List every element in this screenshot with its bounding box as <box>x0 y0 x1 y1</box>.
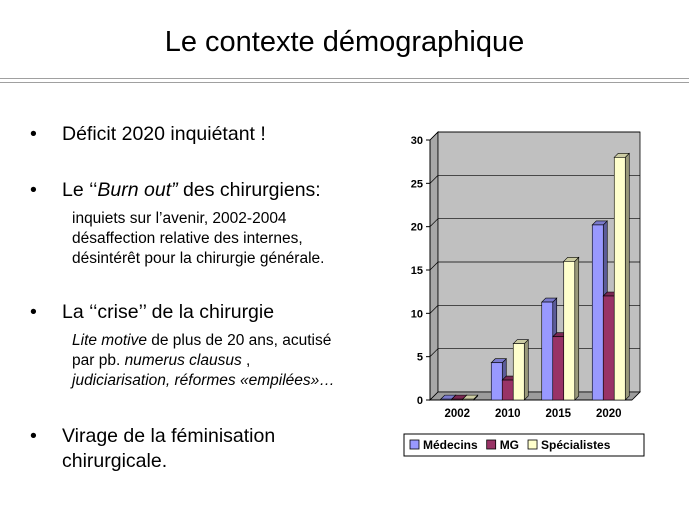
bullet-mark: • <box>30 123 37 145</box>
bullet-mark: • <box>30 179 37 201</box>
crise-detail-3-em: judiciarisation, réformes «empilées»… <box>72 372 335 389</box>
burnout-detail-1: inquiets sur l’avenir, 2002-2004 <box>72 210 287 227</box>
title-divider-bottom <box>0 82 689 83</box>
bar-spécialistes-2020 <box>613 152 630 401</box>
burnout-pre: Le ‘‘ <box>62 179 98 201</box>
bar-front <box>541 301 554 401</box>
crise-detail-2-pre: par pb. <box>72 352 125 369</box>
bar-spécialistes-2002 <box>462 394 479 401</box>
burnout-detail-3: désintérêt pour la chirurgie générale. <box>72 250 325 267</box>
crise-detail-1-em: Lite motive <box>72 332 147 349</box>
slide-title: Le contexte démographique <box>164 26 525 58</box>
crise-detail-3: judiciarisation, réformes «empilées»… <box>72 371 335 390</box>
y-tick-label: 0 <box>417 395 423 407</box>
bar-front <box>490 362 503 401</box>
crise-detail-2-em: numerus clausus <box>124 352 242 369</box>
bar-side <box>624 152 630 401</box>
legend-label: MG <box>500 438 519 452</box>
y-gridline <box>429 131 640 141</box>
y-tick-label: 5 <box>417 352 423 364</box>
x-tick-label: 2002 <box>444 408 470 420</box>
burnout-detail-2: désaffection relative des internes, <box>72 230 303 247</box>
bar-spécialistes-2015 <box>563 256 580 401</box>
legend-swatch <box>527 439 538 450</box>
bullet-feminisation-line2: chirurgicale. <box>62 450 168 472</box>
bullet-mark: • <box>30 301 37 323</box>
bar-side <box>574 256 580 401</box>
legend-label: Médecins <box>423 438 478 452</box>
y-tick-label: 25 <box>411 178 423 190</box>
legend-swatch <box>409 439 420 450</box>
bullet-mark: • <box>30 425 37 447</box>
bullet-deficit-text: Déficit 2020 inquiétant ! <box>62 123 266 145</box>
x-tick-label: 2020 <box>596 408 622 420</box>
crise-detail-2-post: , <box>241 352 251 369</box>
legend-box <box>403 433 645 457</box>
bar-front <box>602 295 615 401</box>
legend-label: Spécialistes <box>541 438 611 452</box>
burnout-post: des chirurgiens: <box>177 179 321 201</box>
bar-front <box>613 157 626 401</box>
x-tick-label: 2015 <box>545 408 571 420</box>
bar-front <box>451 398 464 401</box>
y-tick-label: 30 <box>411 135 423 147</box>
chart-plot: 0 5 10 15 20 25 30 2002 2010 2015 2020 <box>411 131 641 420</box>
bar-front <box>512 343 525 401</box>
legend-item-mg: MG <box>486 438 519 452</box>
chart-legend: Médecins MG Spécialistes <box>403 433 645 457</box>
bullet-burnout-text: Le ‘‘Burn out” des chirurgiens: <box>62 178 321 202</box>
bar-front <box>563 261 576 401</box>
title-divider-top <box>0 78 689 79</box>
title-band: Le contexte démographique <box>0 0 689 78</box>
bar-front <box>440 398 453 401</box>
bar-front <box>552 336 565 401</box>
legend-item-spécialistes: Spécialistes <box>527 438 611 452</box>
x-tick-label: 2010 <box>495 408 521 420</box>
y-tick-label: 20 <box>411 222 423 234</box>
bar-front <box>462 398 475 401</box>
bar-front <box>591 224 604 401</box>
crise-detail-2: par pb. numerus clausus , <box>72 351 250 370</box>
y-tick-label: 15 <box>411 265 423 277</box>
burnout-em: Burn out” <box>97 179 178 201</box>
crise-detail-1: Lite motive de plus de 20 ans, acutisé <box>72 331 331 350</box>
bullet-crise-text: La ‘‘crise’’ de la chirurgie <box>62 301 275 323</box>
y-tick-label: 10 <box>411 308 423 320</box>
bullet-feminisation-line1: Virage de la féminisation <box>62 425 276 447</box>
bar-side <box>523 338 529 401</box>
y-gridline <box>429 174 640 184</box>
bar-spécialistes-2010 <box>512 338 529 401</box>
crise-detail-1-rest: de plus de 20 ans, acutisé <box>146 332 332 349</box>
legend-swatch <box>486 439 497 450</box>
bar-front <box>501 379 514 401</box>
y-gridline <box>429 218 640 227</box>
legend-item-médecins: Médecins <box>409 438 478 452</box>
